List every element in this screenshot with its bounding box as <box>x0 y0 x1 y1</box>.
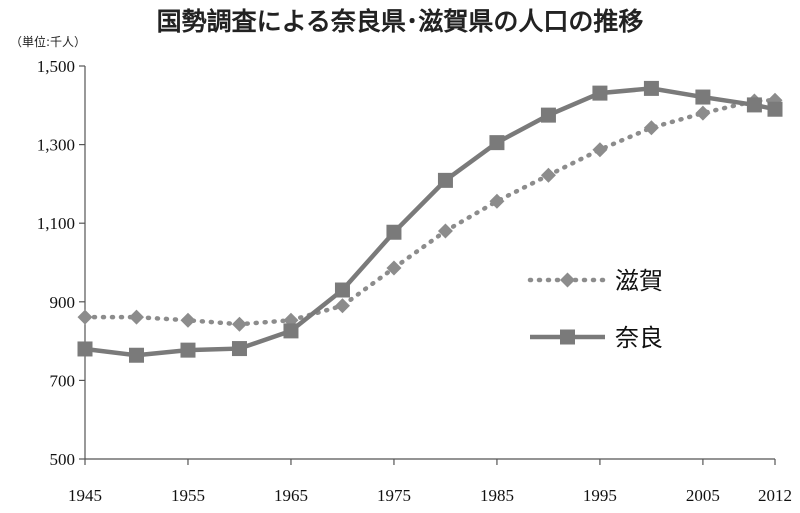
x-tick-label: 1985 <box>480 486 514 505</box>
data-point <box>489 193 505 209</box>
y-tick-label: 1,100 <box>37 214 75 233</box>
data-point <box>437 172 453 188</box>
y-tick-label: 900 <box>50 293 76 312</box>
data-point <box>180 312 196 328</box>
data-point <box>283 323 299 339</box>
x-tick-label: 1945 <box>68 486 102 505</box>
legend-label: 奈良 <box>615 324 663 352</box>
data-point <box>334 298 350 314</box>
data-point <box>231 341 247 357</box>
data-point <box>767 101 783 117</box>
data-point <box>437 223 453 239</box>
y-tick-label: 1,300 <box>37 136 75 155</box>
data-point <box>695 105 711 121</box>
data-point <box>643 80 659 96</box>
y-tick-label: 700 <box>50 371 76 390</box>
x-tick-label: 1995 <box>583 486 617 505</box>
series-1 <box>77 80 783 363</box>
data-point <box>77 341 93 357</box>
chart-title: 国勢調査による奈良県･滋賀県の人口の推移 <box>156 7 644 36</box>
series-line <box>82 97 778 327</box>
data-point <box>386 224 402 240</box>
data-point <box>334 282 350 298</box>
series-0 <box>77 92 783 332</box>
data-point <box>180 342 196 358</box>
data-point <box>540 107 556 123</box>
axes: 500 700 900 1,100 1,300 1,500 1945 1955 1965 1975… <box>37 57 792 505</box>
y-tick-label: 500 <box>50 450 76 469</box>
x-tick-label: 1975 <box>377 486 411 505</box>
data-point <box>746 97 762 113</box>
data-point <box>231 316 247 332</box>
x-tick-label: 2012 <box>758 486 792 505</box>
data-point <box>128 309 144 325</box>
legend-label: 滋賀 <box>615 267 663 295</box>
data-point <box>592 85 608 101</box>
unit-label: （単位:千人） <box>10 35 87 49</box>
data-point <box>643 120 659 136</box>
data-point <box>540 167 556 183</box>
x-tick-label: 2005 <box>686 486 720 505</box>
data-point <box>77 309 93 325</box>
data-point <box>695 89 711 105</box>
data-point <box>489 135 505 151</box>
data-point <box>386 260 402 276</box>
x-tick-label: 1955 <box>171 486 205 505</box>
x-tick-label: 1965 <box>274 486 308 505</box>
data-point <box>128 347 144 363</box>
legend-marker <box>560 272 575 288</box>
data-point <box>592 142 608 158</box>
legend-marker <box>560 329 575 345</box>
series-layer <box>77 80 783 363</box>
y-tick-label: 1,500 <box>37 57 75 76</box>
